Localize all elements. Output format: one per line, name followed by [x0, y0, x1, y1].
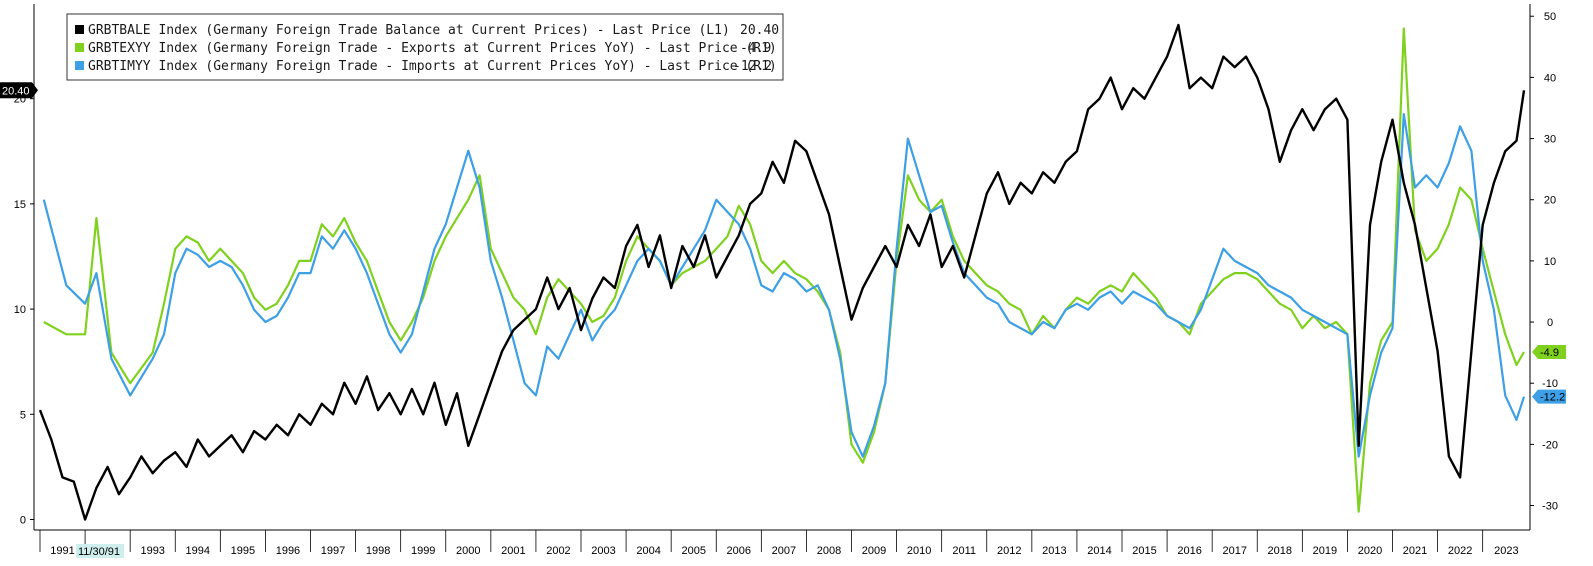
legend-label-exports: GRBTEXYY Index (Germany Foreign Trade - …: [88, 41, 777, 56]
series-layer: [38, 23, 1526, 521]
right-tick-label: 50: [1544, 11, 1556, 23]
last-value-tag-exports-text: -4.9: [1540, 347, 1559, 359]
x-tick-label: 2008: [817, 545, 841, 557]
x-tick-label: 2000: [456, 545, 480, 557]
series-line-imports: [42, 113, 1526, 458]
right-tick-label: 10: [1544, 256, 1556, 268]
x-tick-label: 2018: [1268, 545, 1292, 557]
legend-swatch-imports: [75, 61, 84, 70]
legend: GRBTBALE Index (Germany Foreign Trade Ba…: [66, 13, 784, 81]
legend-box: [66, 13, 784, 81]
last-value-tag-exports: [1532, 345, 1566, 360]
right-axis: -30 -20 -10 0 10 20 30 40 50: [1530, 11, 1558, 513]
x-tick-label: 1993: [140, 545, 164, 557]
right-tick-label: -10: [1542, 378, 1558, 390]
legend-swatch-exports: [75, 43, 84, 52]
x-tick-label: 1997: [321, 545, 345, 557]
right-tick-label: 30: [1544, 134, 1556, 146]
x-tick-label: 2023: [1494, 545, 1518, 557]
x-tick-label: 1994: [186, 545, 210, 557]
x-tick-label: 2020: [1358, 545, 1382, 557]
legend-label-balance: GRBTBALE Index (Germany Foreign Trade Ba…: [88, 23, 730, 38]
x-tick-label: 2016: [1177, 545, 1201, 557]
x-tick-label: 2003: [591, 545, 615, 557]
last-value-tag-imports-text: -12.2: [1540, 392, 1565, 404]
x-tick-label: 2012: [997, 545, 1021, 557]
left-tick-label: 10: [14, 304, 26, 316]
legend-value-exports: -4.9: [740, 41, 771, 56]
series-line-balance: [38, 23, 1526, 521]
x-tick-label: 2001: [501, 545, 525, 557]
legend-swatch-balance: [75, 25, 84, 34]
x-tick-label: 1995: [231, 545, 255, 557]
left-tick-label: 0: [20, 514, 26, 526]
start-date-flag: 11/30/91: [76, 544, 124, 558]
right-tick-label: 40: [1544, 72, 1556, 84]
series-line-exports: [43, 27, 1525, 513]
x-tick-label: 1991: [50, 545, 74, 557]
last-value-tag-arrow-balance: [32, 82, 38, 99]
x-tick-label: 1996: [276, 545, 300, 557]
x-tick-label: 2002: [546, 545, 570, 557]
left-tick-label: 5: [20, 409, 26, 421]
legend-value-balance: 20.40: [740, 23, 779, 38]
x-tick-label: 2017: [1222, 545, 1246, 557]
last-value-tags: 20.40 -4.9 -12.2: [0, 82, 1566, 404]
plot-area: [34, 4, 1530, 529]
x-tick-label: 2013: [1042, 545, 1066, 557]
legend-label-imports: GRBTIMYY Index (Germany Foreign Trade - …: [88, 59, 777, 74]
start-date-flag-text: 11/30/91: [78, 546, 120, 558]
last-value-tag-balance: [0, 82, 32, 99]
x-tick-label: 2010: [907, 545, 931, 557]
x-tick-label: 2015: [1132, 545, 1156, 557]
last-value-tag-imports: [1532, 389, 1566, 404]
last-value-tag-balance-text: 20.40: [2, 85, 30, 97]
right-tick-label: 20: [1544, 195, 1556, 207]
x-tick-label: 2014: [1087, 545, 1111, 557]
x-tick-label: 2019: [1313, 545, 1337, 557]
x-tick-label: 2004: [636, 545, 660, 557]
x-tick-label: 2007: [772, 545, 796, 557]
right-tick-label: 0: [1547, 317, 1553, 329]
x-tick-label: 2009: [862, 545, 886, 557]
x-tick-label: 2006: [727, 545, 751, 557]
right-tick-label: -20: [1542, 439, 1558, 451]
legend-value-imports: -12.2: [733, 59, 772, 74]
x-tick-label: 1999: [411, 545, 435, 557]
x-axis: 1991199219931994199519961997199819992000…: [39, 530, 1519, 557]
x-tick-label: 2021: [1403, 545, 1427, 557]
x-tick-label: 1998: [366, 545, 390, 557]
left-tick-label: 15: [14, 199, 26, 211]
x-tick-label: 2022: [1448, 545, 1472, 557]
x-tick-label: 2011: [952, 545, 976, 557]
x-tick-label: 2005: [681, 545, 705, 557]
right-tick-label: -30: [1542, 501, 1558, 513]
